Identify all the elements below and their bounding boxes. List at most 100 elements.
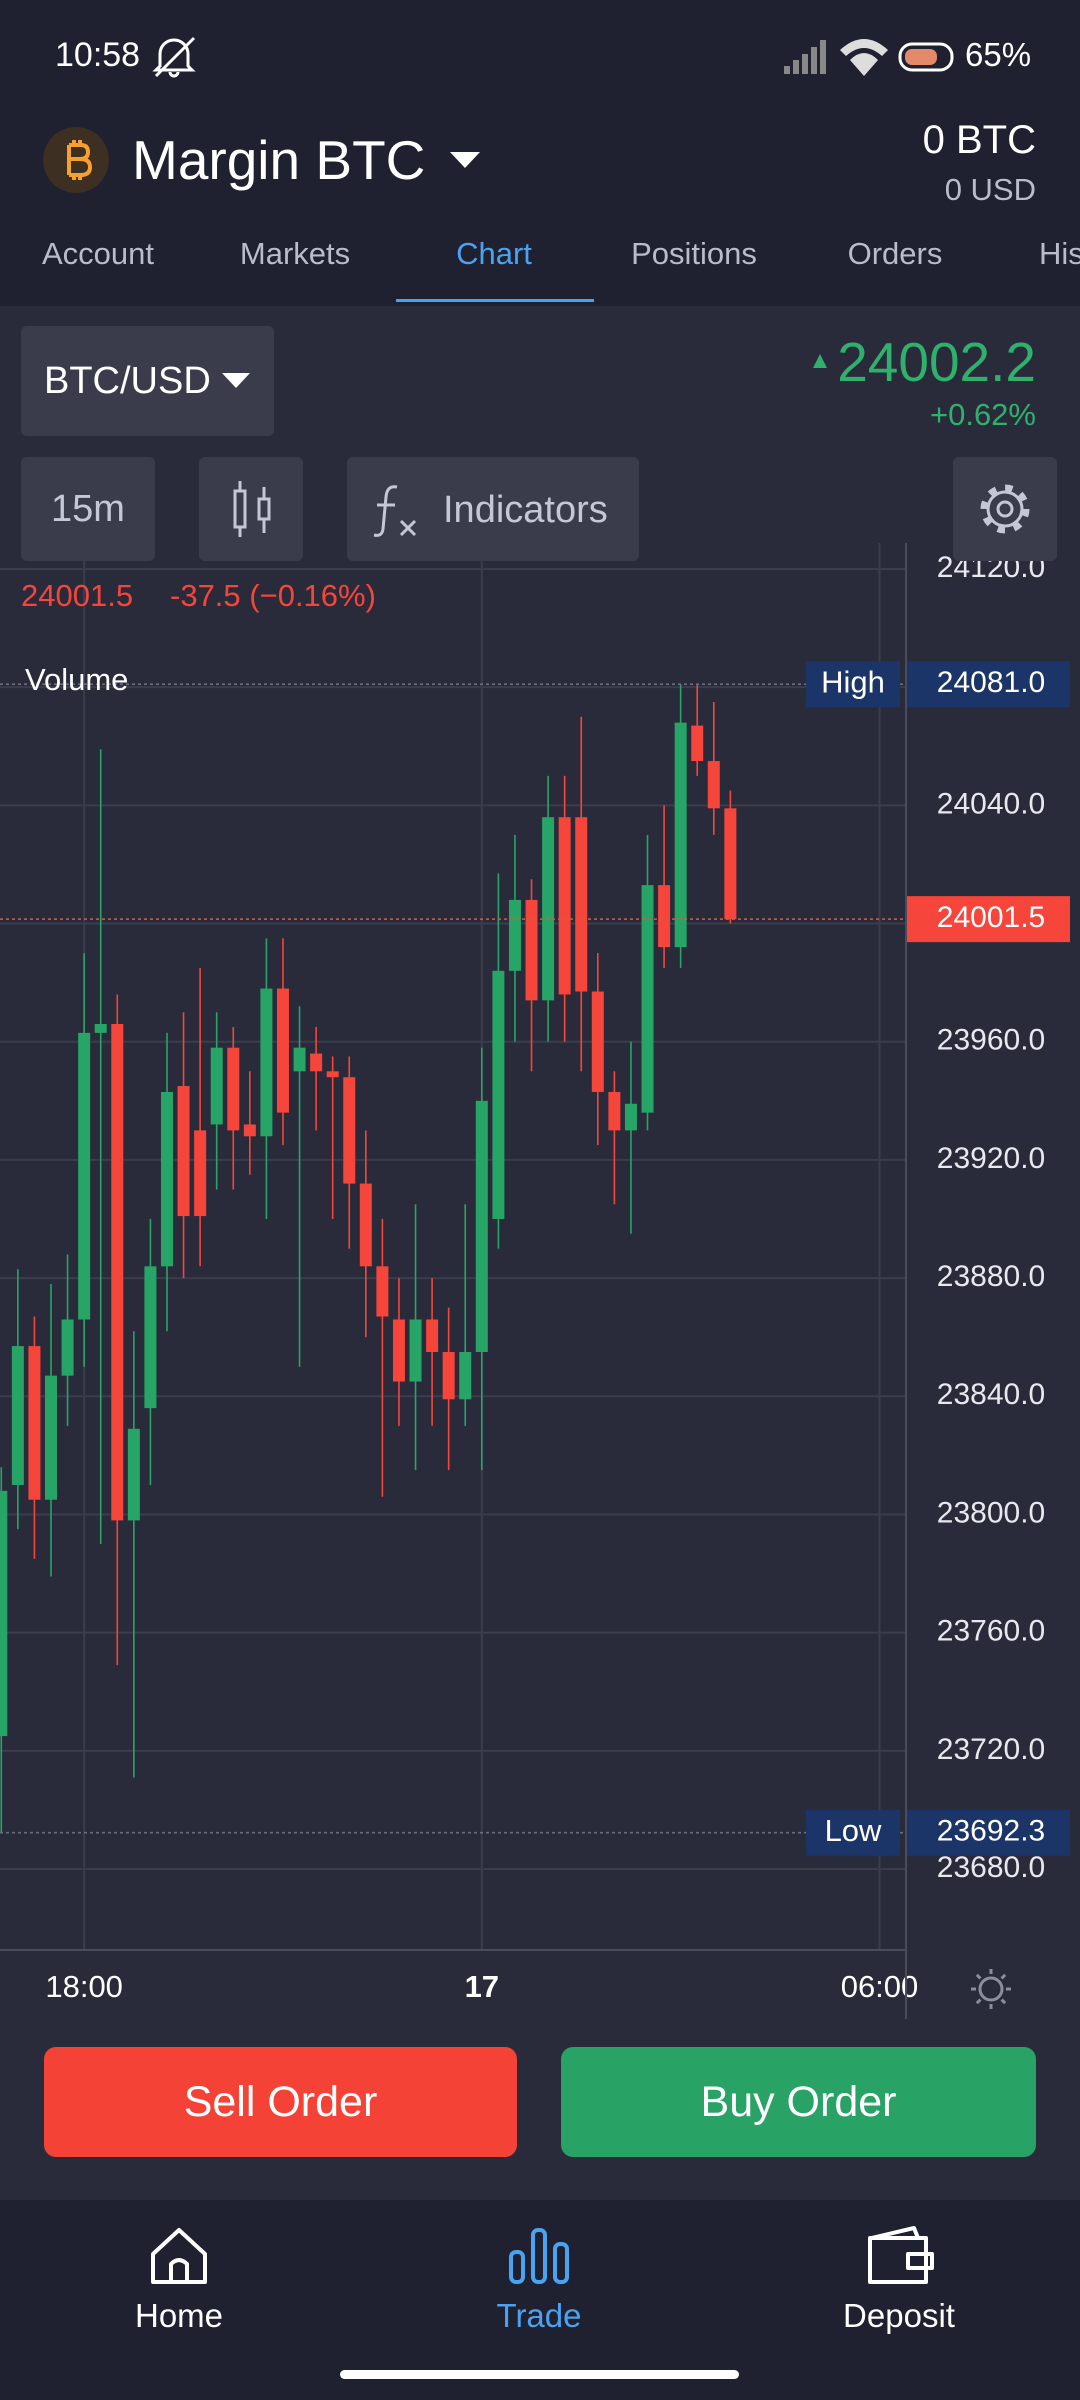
candle-body	[624, 1103, 637, 1131]
y-tick-label: 23960.0	[937, 1024, 1045, 1057]
price-change: +0.62%	[929, 397, 1036, 432]
y-tick-label: 24040.0	[937, 787, 1045, 820]
candle-body	[127, 1428, 140, 1521]
high-label: High	[821, 664, 885, 699]
candle-body	[442, 1351, 455, 1400]
balance-usd: 0 USD	[944, 172, 1036, 207]
candle-body	[310, 1053, 323, 1072]
tab[interactable]: Markets	[239, 236, 351, 271]
tab[interactable]: His	[1039, 236, 1080, 271]
y-tick-label: 23680.0	[937, 1851, 1045, 1884]
candle-body	[459, 1351, 472, 1400]
tab[interactable]: Positions	[631, 236, 757, 271]
y-tick-label: 23920.0	[937, 1142, 1045, 1175]
nav-label[interactable]: Home	[134, 2297, 224, 2334]
volume-label: Volume	[25, 662, 128, 697]
candle-body	[376, 1266, 389, 1317]
candle-body	[658, 885, 671, 948]
candle-body	[44, 1375, 57, 1500]
buy-button[interactable]: Buy Order	[561, 2047, 1036, 2157]
candle-body	[691, 725, 704, 762]
sell-button[interactable]: Sell Order	[44, 2047, 517, 2157]
status-time: 10:58	[55, 36, 141, 74]
trade-icon[interactable]	[505, 2224, 573, 2286]
candle-body	[525, 899, 538, 1001]
candle-body	[194, 1130, 207, 1217]
candle-body	[78, 1032, 91, 1320]
chart-type-button[interactable]	[199, 457, 303, 561]
y-tick-label: 23760.0	[937, 1615, 1045, 1648]
candle-body	[160, 1091, 173, 1267]
low-value: 23692.3	[937, 1815, 1045, 1848]
home-indicator	[340, 2370, 739, 2379]
home-icon[interactable]	[147, 2226, 211, 2286]
candle-body	[409, 1319, 422, 1382]
candle-body	[608, 1091, 621, 1131]
indicators-button[interactable]: Indicators	[347, 457, 639, 561]
theme-icon[interactable]	[971, 1969, 1011, 2009]
candle-body	[210, 1047, 223, 1125]
btc-icon	[43, 127, 109, 193]
candle-body	[392, 1319, 405, 1382]
high-value: 24081.0	[937, 666, 1045, 699]
plot-area	[0, 306, 1080, 2200]
dropdown-arrow	[450, 152, 480, 168]
tab[interactable]: Chart	[456, 236, 532, 271]
candle-body	[575, 817, 588, 992]
candle-body	[260, 988, 273, 1137]
balance-btc: 0 BTC	[922, 118, 1036, 162]
candle-body	[276, 988, 289, 1113]
fx-icon	[373, 485, 417, 537]
candle-body	[542, 817, 555, 1001]
candle-body	[724, 808, 737, 920]
tab[interactable]: Orders	[847, 236, 943, 271]
candle-body	[293, 1047, 306, 1072]
legend-change: -37.5 (−0.16%)	[170, 578, 376, 613]
interval-button[interactable]: 15m	[21, 457, 155, 561]
candle-body	[508, 899, 521, 971]
status-icons	[784, 39, 954, 76]
candle-body	[11, 1346, 24, 1485]
nav-label[interactable]: Trade	[496, 2297, 582, 2334]
candle-body	[475, 1100, 488, 1352]
low-label-box	[806, 1809, 900, 1856]
candle-body	[558, 817, 571, 995]
chart: 23680.0 23720.0 23760.0 23800.0 23840.0 23880…	[0, 306, 1080, 2200]
candle-body	[177, 1086, 190, 1217]
candle-body	[591, 991, 604, 1092]
high-label-box	[806, 661, 900, 708]
x-tick-label: 17	[465, 1969, 499, 2004]
pair: BTC/USD	[44, 360, 211, 402]
y-tick-label: 23880.0	[937, 1260, 1045, 1293]
candle-body	[144, 1266, 157, 1409]
last-value-box	[907, 896, 1070, 943]
candle-body	[94, 1024, 107, 1033]
candle-body	[61, 1319, 74, 1376]
y-tick-label: 23800.0	[937, 1496, 1045, 1529]
up-arrow	[813, 354, 827, 368]
candle-body	[492, 970, 505, 1220]
candle-body	[674, 722, 687, 948]
candle-body	[426, 1319, 439, 1352]
account-title[interactable]: Margin BTC	[132, 129, 426, 191]
candle-body	[111, 1024, 124, 1521]
candle-body	[359, 1183, 372, 1267]
legend-close: 24001.5	[21, 578, 133, 613]
candle-icon	[233, 481, 271, 537]
last-price: 24002.2	[837, 331, 1036, 393]
x-tick-label: 18:00	[45, 1969, 123, 2004]
low-value-box	[907, 1809, 1070, 1856]
candle-body	[28, 1346, 41, 1500]
deposit-icon[interactable]	[864, 2224, 936, 2286]
settings-button[interactable]	[953, 457, 1057, 561]
last-value: 24001.5	[937, 901, 1045, 934]
tab[interactable]: Account	[41, 236, 155, 271]
candle-body	[0, 1490, 8, 1737]
nav-label[interactable]: Deposit	[843, 2297, 955, 2334]
candle-body	[707, 761, 720, 809]
y-tick-label: 23840.0	[937, 1378, 1045, 1411]
candle-body	[243, 1124, 256, 1137]
low-label: Low	[825, 1813, 882, 1848]
gear-icon	[980, 484, 1030, 534]
candle-body	[343, 1077, 356, 1184]
